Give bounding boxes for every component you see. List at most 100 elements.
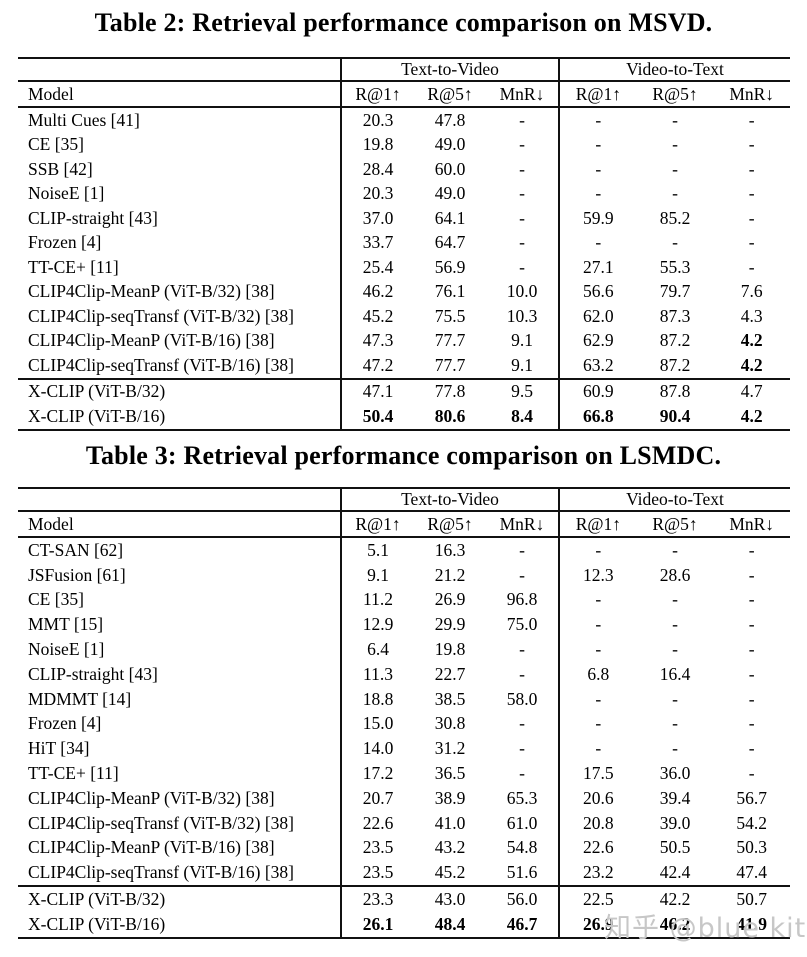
text-to-video-cells: 12.9 29.9 75.0	[340, 612, 558, 638]
metric-cell: 21.2	[434, 564, 466, 585]
text-to-video-cells: 9.1 21.2 -	[340, 562, 558, 588]
table-row: CLIP-straight [43] 11.3 22.7 - 6.8 16.4 -	[18, 661, 790, 687]
group-header-video-to-text: Video-to-Text	[558, 489, 790, 510]
metric-cell: 36.5	[434, 763, 466, 784]
model-cell: X-CLIP (ViT-B/32)	[28, 381, 166, 402]
metric-cell: 4.2	[740, 405, 763, 426]
metric-cell: -	[748, 183, 755, 204]
text-to-video-cells: 47.2 77.7 9.1	[340, 353, 558, 378]
metric-cell: -	[519, 738, 525, 759]
table-row: JSFusion [61] 9.1 21.2 - 12.3 28.6 -	[18, 562, 790, 588]
table2-caption: Table 2: Retrieval performance compariso…	[94, 8, 713, 37]
metric-cell: 7.6	[740, 281, 763, 302]
table-row: HiT [34] 14.0 31.2 - - - -	[18, 736, 790, 762]
metric-cell: 54.8	[506, 837, 538, 858]
model-cell: TT-CE+ [11]	[28, 763, 119, 784]
metric-cell: -	[595, 614, 602, 635]
metric-cell: 50.3	[736, 837, 767, 858]
metric-cell: -	[595, 232, 602, 253]
metric-cell: -	[595, 639, 602, 660]
table-row: Frozen [4] 15.0 30.8 - - - -	[18, 711, 790, 737]
metric-cell: -	[672, 183, 678, 204]
video-to-text-cells: 22.5 42.2 50.7	[558, 887, 790, 912]
metric-cell: 47.4	[736, 862, 767, 883]
video-to-text-cells: 22.6 50.5 50.3	[558, 835, 790, 861]
metric-cell: 4.2	[740, 330, 763, 351]
text-to-video-cells: 20.3 49.0 -	[340, 181, 558, 206]
metric-cell: -	[595, 589, 602, 610]
model-cell: X-CLIP (ViT-B/16)	[28, 913, 166, 934]
metric-cell: -	[595, 109, 602, 130]
metric-cell: -	[748, 589, 755, 610]
metric-cell: 10.3	[506, 305, 538, 326]
group-label: Text-to-Video	[401, 59, 499, 79]
text-to-video-cells: 22.6 41.0 61.0	[340, 810, 558, 836]
metric-cell: -	[595, 183, 602, 204]
metric-cell: 50.4	[362, 405, 394, 426]
table-row: NoiseE [1] 20.3 49.0 - - - -	[18, 181, 790, 206]
video-to-text-cells: 62.9 87.2 4.2	[558, 328, 790, 353]
metric-cell: 17.2	[362, 763, 394, 784]
table-row: CLIP4Clip-MeanP (ViT-B/16) [38] 47.3 77.7 9…	[18, 328, 790, 353]
metric-cell: 77.8	[434, 381, 466, 402]
metric-cell: 56.7	[736, 787, 767, 808]
text-to-video-cells: 5.1 16.3 -	[340, 538, 558, 563]
metric-cell: -	[519, 539, 525, 560]
text-to-video-cells: 33.7 64.7 -	[340, 230, 558, 255]
metric-cell: 58.0	[506, 688, 538, 709]
metric-cell: -	[748, 134, 755, 155]
metric-header-mnr: MnR↓	[499, 83, 545, 104]
metric-cell: 39.0	[659, 812, 691, 833]
metric-cell: -	[748, 738, 755, 759]
metric-cell: 12.3	[583, 564, 614, 585]
model-cell: CE [35]	[28, 134, 84, 155]
model-column-header: Model	[28, 513, 74, 534]
metric-cell: -	[748, 688, 755, 709]
metric-cell: 22.6	[583, 837, 614, 858]
metric-cell: 39.4	[659, 787, 691, 808]
video-to-text-cells: 56.6 79.7 7.6	[558, 279, 790, 304]
metric-cell: 75.0	[506, 614, 538, 635]
metric-cell: 14.0	[362, 738, 394, 759]
metric-cell: 49.0	[434, 183, 466, 204]
metric-cell: 26.9	[583, 913, 614, 934]
metric-cell: 17.5	[583, 763, 614, 784]
metric-header-mnr: MnR↓	[499, 513, 545, 534]
model-cell: Multi Cues [41]	[28, 109, 140, 130]
metric-cell: -	[672, 713, 678, 734]
metric-cell: 22.6	[362, 812, 394, 833]
metric-cell: 41.0	[434, 812, 466, 833]
text-to-video-cells: 17.2 36.5 -	[340, 761, 558, 786]
metric-cell: -	[748, 256, 755, 277]
video-to-text-cells: ---	[558, 230, 790, 255]
video-to-text-cells: 66.8 90.4 4.2	[558, 404, 790, 429]
metric-cell: 46.2	[659, 913, 691, 934]
metric-cell: -	[595, 158, 602, 179]
metric-cell: 42.4	[659, 862, 691, 883]
column-group-header-row: Text-to-Video Video-to-Text	[18, 489, 790, 512]
table-row: CT-SAN [62] 5.1 16.3 - - - -	[18, 538, 790, 563]
metric-cell: 15.0	[362, 713, 394, 734]
metric-cell: -	[519, 134, 525, 155]
metric-header-row: Model R@1↑ R@5↑ MnR↓ R@1↑ R@5↑ MnR↓	[18, 512, 790, 538]
text-to-video-cells: 47.1 77.8 9.5	[340, 379, 558, 404]
metric-header-mnr: MnR↓	[729, 83, 775, 104]
metric-cell: 51.6	[506, 862, 538, 883]
column-group-header-row: Text-to-Video Video-to-Text	[18, 59, 790, 82]
metric-cell: 11.2	[363, 589, 393, 610]
metric-cell: 62.9	[583, 330, 614, 351]
metric-cell: -	[748, 614, 755, 635]
table-row: MDMMT [14] 18.8 38.5 58.0 - - -	[18, 686, 790, 712]
text-to-video-cells: 20.7 38.9 65.3	[340, 785, 558, 811]
metric-cell: -	[519, 713, 525, 734]
metric-cell: 47.3	[362, 330, 394, 351]
video-to-text-cells: 59.9 85.2 -	[558, 206, 790, 231]
empty-corner-cell	[18, 59, 340, 80]
metric-cell: 43.2	[434, 837, 466, 858]
metric-cell: 63.2	[583, 354, 614, 375]
metric-cell: 28.6	[659, 564, 691, 585]
metric-cell: -	[672, 639, 678, 660]
metric-cell: 29.9	[434, 614, 466, 635]
text-to-video-cells: 25.4 56.9 -	[340, 255, 558, 280]
video-to-text-cells: ---	[558, 587, 790, 613]
